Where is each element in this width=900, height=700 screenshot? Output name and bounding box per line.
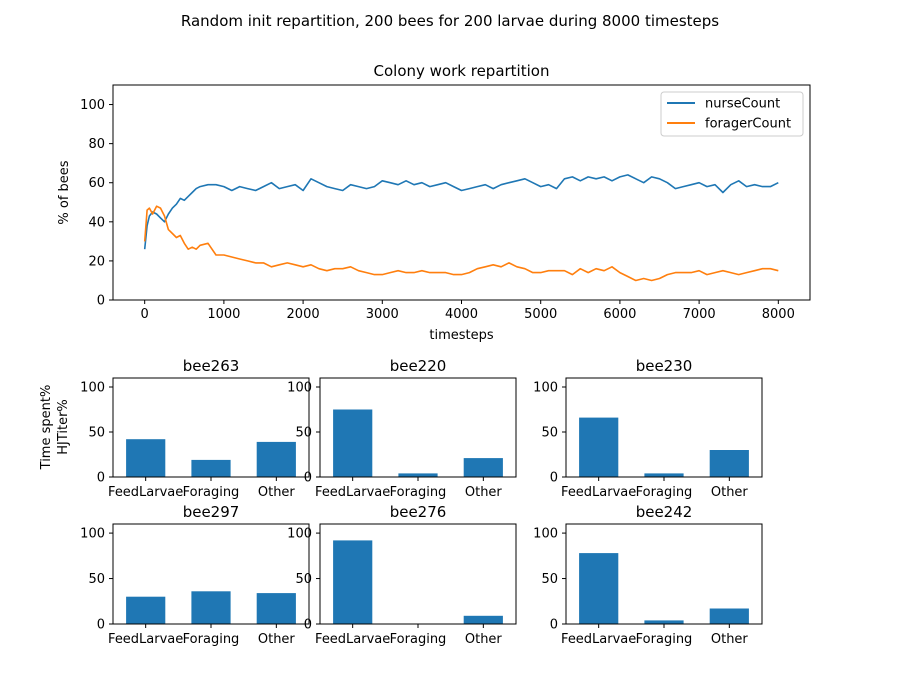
shared-ylabel-line1: Time spent%: [39, 385, 54, 471]
x-tick-label: 1000: [207, 307, 240, 322]
y-tick-label: 50: [88, 426, 105, 441]
y-tick-label: 50: [295, 572, 312, 587]
bar-chart-frame-bee276: [319, 523, 517, 625]
bar-chart-title-bee230: bee230: [636, 357, 693, 375]
x-tick-label: 5000: [524, 307, 557, 322]
bar-bee230-Foraging: [644, 473, 684, 477]
bar-bee220-Foraging: [398, 473, 438, 477]
bar-bee263-Other: [256, 441, 296, 477]
legend-label-foragerCount: foragerCount: [705, 117, 791, 132]
y-tick-label: 50: [88, 572, 105, 587]
bar-chart-title-bee242: bee242: [636, 503, 693, 521]
x-tick-label: 3000: [366, 307, 399, 322]
y-tick-label: 50: [541, 426, 558, 441]
x-tick-label: 0: [141, 307, 149, 322]
y-tick-label: 0: [550, 471, 558, 486]
bar-bee230-FeedLarvae: [579, 417, 619, 477]
bar-bee220-FeedLarvae: [333, 409, 373, 477]
bar-bee297-FeedLarvae: [126, 596, 166, 624]
figure-suptitle: Random init repartition, 200 bees for 20…: [181, 12, 719, 30]
y-tick-label: 100: [80, 381, 105, 396]
bar-bee220-Other: [463, 458, 503, 477]
line-chart-title: Colony work repartition: [374, 62, 550, 80]
y-tick-label: 100: [533, 381, 558, 396]
bar-chart-frame-bee220: [319, 377, 517, 478]
bar-chart-title-bee276: bee276: [390, 503, 447, 521]
x-tick-label: Other: [465, 485, 503, 500]
x-tick-label: Foraging: [636, 485, 693, 500]
bar-chart-frame-bee242: [565, 523, 763, 625]
y-tick-label: 0: [97, 471, 105, 486]
y-tick-label: 100: [533, 527, 558, 542]
bar-bee263-FeedLarvae: [126, 439, 166, 477]
x-tick-label: 2000: [287, 307, 320, 322]
y-tick-label: 0: [97, 618, 105, 633]
x-tick-label: 8000: [762, 307, 795, 322]
x-tick-label: Foraging: [390, 485, 447, 500]
x-axis-label: timesteps: [429, 328, 493, 343]
y-tick-label: 0: [97, 294, 105, 309]
bar-bee276-FeedLarvae: [333, 540, 373, 624]
bar-bee242-Other: [709, 608, 749, 624]
x-tick-label: Foraging: [183, 485, 240, 500]
bar-bee242-Foraging: [644, 620, 684, 624]
y-tick-label: 50: [295, 426, 312, 441]
y-tick-label: 40: [88, 215, 105, 230]
x-tick-label: FeedLarvae: [108, 632, 183, 647]
y-tick-label: 50: [541, 572, 558, 587]
bar-chart-frame-bee297: [112, 523, 310, 625]
y-tick-label: 100: [287, 527, 312, 542]
y-tick-label: 60: [88, 176, 105, 191]
series-line-foragerCount: [143, 205, 779, 282]
x-tick-label: 6000: [603, 307, 636, 322]
series-line-nurseCount: [143, 174, 779, 250]
bar-bee230-Other: [709, 450, 749, 477]
bar-bee297-Other: [256, 593, 296, 624]
x-tick-label: Foraging: [183, 632, 240, 647]
y-tick-label: 100: [80, 98, 105, 113]
x-tick-label: Other: [258, 485, 296, 500]
x-tick-label: FeedLarvae: [108, 485, 183, 500]
legend-label-nurseCount: nurseCount: [705, 97, 780, 112]
bar-chart-frame-bee263: [112, 377, 310, 478]
bar-bee276-Other: [463, 615, 503, 624]
bar-chart-frame-bee230: [565, 377, 763, 478]
y-tick-label: 0: [550, 618, 558, 633]
y-tick-label: 0: [304, 618, 312, 633]
shared-ylabel-line2: HJTiter%: [56, 399, 71, 455]
bar-bee263-Foraging: [191, 459, 231, 477]
y-tick-label: 80: [88, 137, 105, 152]
x-tick-label: FeedLarvae: [561, 632, 636, 647]
bar-chart-title-bee297: bee297: [183, 503, 240, 521]
x-tick-label: 7000: [683, 307, 716, 322]
legend-box: [660, 91, 804, 137]
y-tick-label: 100: [80, 527, 105, 542]
x-tick-label: Other: [711, 485, 749, 500]
bar-chart-title-bee220: bee220: [390, 357, 447, 375]
x-tick-label: 4000: [445, 307, 478, 322]
y-axis-label: % of bees: [57, 160, 72, 224]
bar-bee297-Foraging: [191, 591, 231, 624]
y-tick-label: 0: [304, 471, 312, 486]
x-tick-label: Other: [711, 632, 749, 647]
y-tick-label: 100: [287, 381, 312, 396]
x-tick-label: FeedLarvae: [315, 485, 390, 500]
x-tick-label: Other: [465, 632, 503, 647]
x-tick-label: FeedLarvae: [561, 485, 636, 500]
y-tick-label: 20: [88, 254, 105, 269]
bar-chart-title-bee263: bee263: [183, 357, 240, 375]
x-tick-label: FeedLarvae: [315, 632, 390, 647]
x-tick-label: Foraging: [390, 632, 447, 647]
x-tick-label: Other: [258, 632, 296, 647]
x-tick-label: Foraging: [636, 632, 693, 647]
bar-bee242-FeedLarvae: [579, 553, 619, 624]
